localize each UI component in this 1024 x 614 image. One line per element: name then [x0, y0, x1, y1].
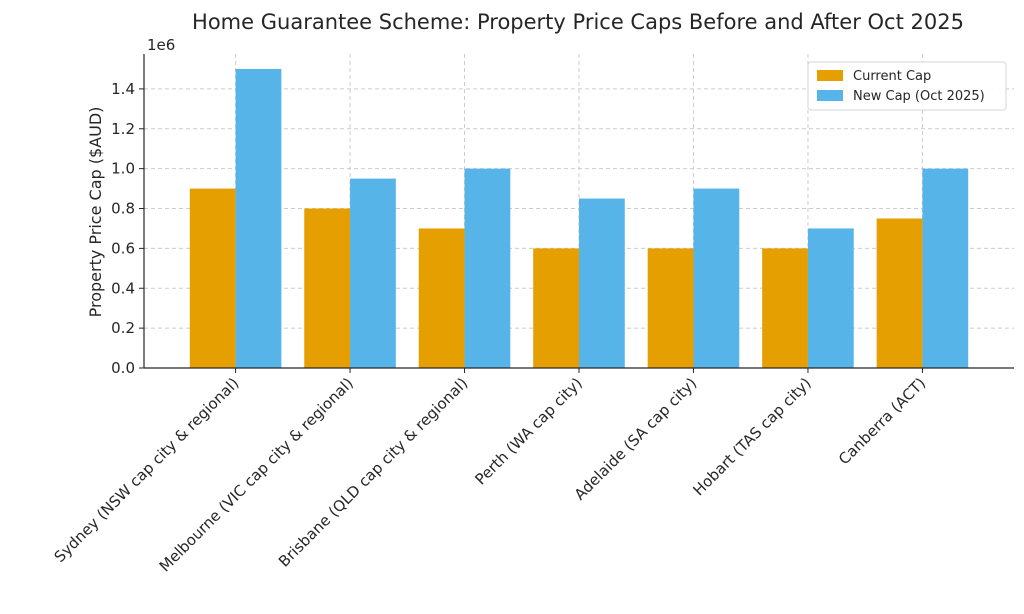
legend: Current Cap New Cap (Oct 2025) [807, 61, 1007, 111]
bar-current-cap [647, 248, 694, 368]
y-axis-ticks: 0.0 0.2 0.4 0.6 0.8 1.0 1.2 1.4 [111, 80, 144, 377]
y-tick-label: 1.2 [111, 120, 135, 138]
x-tick-label: Brisbane (QLD cap city & regional) [275, 374, 471, 570]
x-tick-label: Sydney (NSW cap city & regional) [51, 374, 243, 566]
bar-current-cap [533, 248, 579, 368]
bars [189, 68, 969, 368]
y-tick-label: 0.4 [111, 279, 135, 297]
x-tick-label: Canberra (ACT) [835, 374, 929, 468]
bar-new-cap [464, 168, 511, 368]
bar-current-cap [189, 188, 236, 368]
x-tick-label: Hobart (TAS cap city) [690, 374, 815, 499]
bar-new-cap [579, 198, 625, 368]
y-tick-label: 0.8 [111, 200, 135, 218]
legend-label: Current Cap [853, 69, 931, 84]
bar-new-cap [922, 168, 969, 368]
x-axis-ticks: Sydney (NSW cap city & regional)Melbourn… [51, 368, 929, 575]
legend-swatch [817, 90, 843, 101]
y-tick-label: 1.4 [111, 80, 135, 98]
bar-current-cap [876, 218, 923, 368]
bar-new-cap [235, 68, 282, 368]
y-axis-scale-label: 1e6 [147, 36, 175, 54]
y-tick-label: 1.0 [111, 160, 135, 178]
y-axis-label: Property Price Cap ($AUD) [86, 107, 105, 318]
y-tick-label: 0.6 [111, 239, 135, 257]
y-tick-label: 0.2 [111, 319, 135, 337]
chart-title: Home Guarantee Scheme: Property Price Ca… [192, 10, 964, 34]
x-tick-label: Adelaide (SA cap city) [571, 374, 701, 504]
bar-new-cap [350, 178, 396, 368]
legend-box [807, 61, 1007, 111]
bar-current-cap [418, 228, 465, 368]
legend-label: New Cap (Oct 2025) [853, 89, 985, 104]
legend-swatch [817, 70, 843, 81]
x-tick-label: Melbourne (VIC cap city & regional) [156, 374, 357, 575]
y-tick-label: 0.0 [111, 359, 135, 377]
bar-current-cap [304, 208, 351, 368]
bar-new-cap [693, 188, 740, 368]
bar-current-cap [762, 248, 808, 368]
x-tick-label: Perth (WA cap city) [471, 374, 585, 488]
bar-new-cap [807, 228, 854, 368]
